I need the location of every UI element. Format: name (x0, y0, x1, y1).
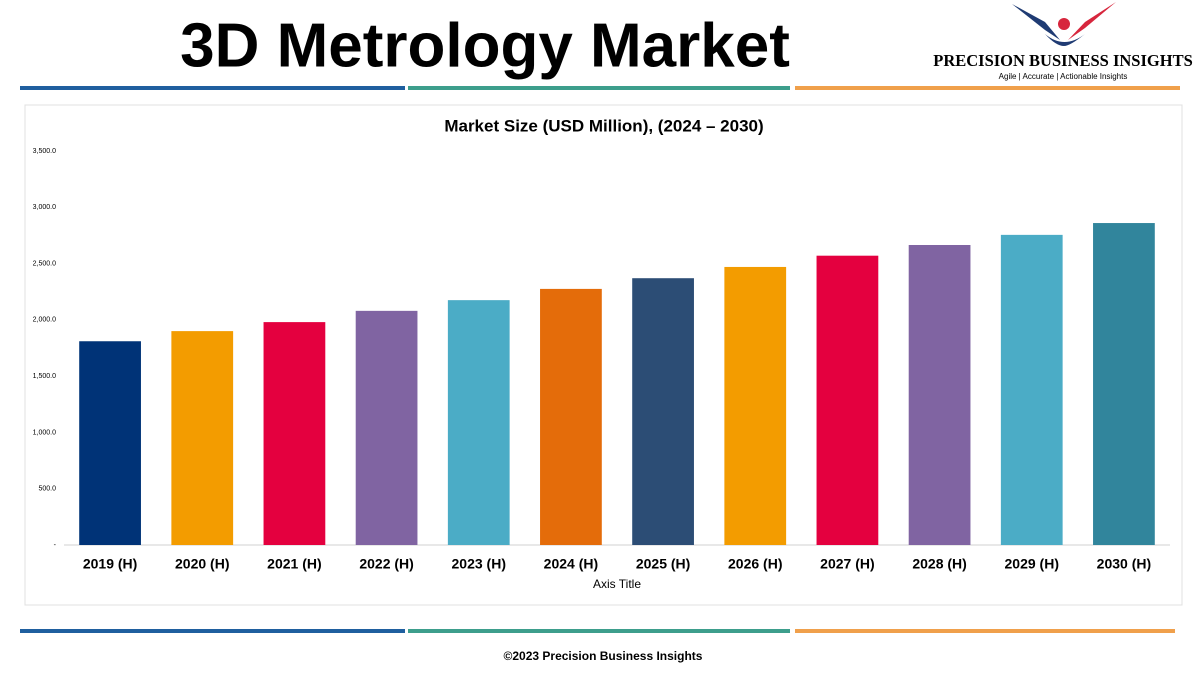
x-tick-label: 2020 (H) (175, 556, 229, 572)
bar (908, 244, 971, 546)
chart-frame (24, 104, 1183, 606)
brand-name: PRECISION BUSINESS INSIGHTS (933, 51, 1193, 70)
y-tick-label: - (54, 542, 57, 549)
y-tick-label: 3,500.0 (33, 148, 56, 155)
bar (816, 255, 879, 546)
x-tick-label: 2023 (H) (452, 556, 506, 572)
bar (263, 322, 326, 545)
bar (724, 266, 787, 545)
x-tick-label: 2025 (H) (636, 556, 690, 572)
chart-title: Market Size (USD Million), (2024 – 2030) (444, 116, 763, 135)
x-tick-label: 2022 (H) (359, 556, 413, 572)
x-tick-label: 2024 (H) (544, 556, 598, 572)
logo (1012, 2, 1116, 46)
x-tick-label: 2029 (H) (1005, 556, 1059, 572)
bar (632, 278, 694, 545)
x-tick-label: 2027 (H) (820, 556, 874, 572)
y-tick-label: 500.0 (38, 486, 56, 493)
y-tick-label: 3,000.0 (33, 204, 56, 211)
page-title: 3D Metrology Market (180, 11, 790, 80)
bar (355, 310, 418, 545)
x-tick-label: 2019 (H) (83, 556, 137, 572)
y-tick-label: 1,000.0 (33, 429, 56, 436)
bar (447, 300, 510, 545)
x-axis-title: Axis Title (593, 577, 641, 591)
bar (1000, 234, 1063, 545)
bar (171, 331, 234, 545)
y-tick-label: 2,500.0 (33, 260, 56, 267)
footer-text: ©2023 Precision Business Insights (504, 649, 703, 663)
x-tick-label: 2021 (H) (267, 556, 321, 572)
y-tick-label: 2,000.0 (33, 317, 56, 324)
bar (540, 288, 602, 545)
bar (79, 341, 141, 545)
x-tick-label: 2030 (H) (1097, 556, 1151, 572)
x-tick-label: 2026 (H) (728, 556, 782, 572)
brand-tagline: Agile | Accurate | Actionable Insights (999, 72, 1128, 81)
bar (1093, 223, 1155, 545)
y-tick-label: 1,500.0 (33, 373, 56, 380)
x-tick-label: 2028 (H) (912, 556, 966, 572)
